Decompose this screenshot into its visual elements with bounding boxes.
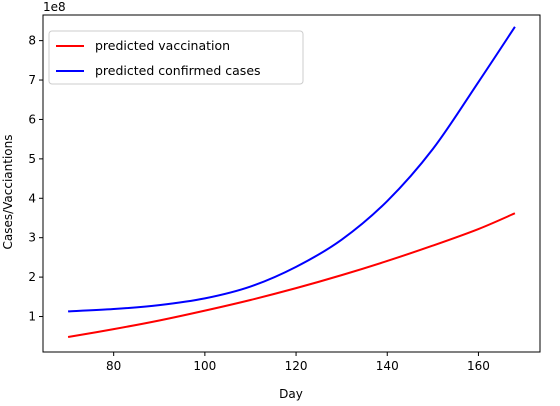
y-tick-label: 3 bbox=[28, 231, 36, 245]
x-axis: 80 100 120 140 160 bbox=[106, 352, 490, 373]
series-layer bbox=[67, 26, 516, 339]
y-tick-label: 4 bbox=[28, 191, 36, 205]
legend-label-predicted-vaccination: predicted vaccination bbox=[95, 38, 230, 53]
y-tick-label: 5 bbox=[28, 152, 36, 166]
series-line-predicted-vaccination bbox=[67, 212, 516, 339]
x-axis-label: Day bbox=[279, 387, 303, 401]
x-tick-label: 100 bbox=[193, 359, 216, 373]
legend-box bbox=[48, 30, 304, 85]
y-axis: 1 2 3 4 5 6 7 8 bbox=[28, 34, 43, 324]
y-scale-label: 1e8 bbox=[43, 0, 66, 14]
y-axis-label: Cases/Vacciantions bbox=[1, 134, 15, 249]
series-line-predicted-confirmed-cases bbox=[68, 26, 516, 313]
legend: predicted vaccination predicted confirme… bbox=[48, 30, 304, 85]
x-tick-label: 80 bbox=[106, 359, 121, 373]
x-tick-label: 160 bbox=[467, 359, 490, 373]
y-tick-label: 7 bbox=[28, 73, 36, 87]
x-tick-label: 140 bbox=[376, 359, 399, 373]
plot-frame bbox=[42, 14, 541, 353]
x-tick-label: 120 bbox=[285, 359, 308, 373]
y-tick-label: 2 bbox=[28, 270, 36, 284]
legend-label-predicted-confirmed-cases: predicted confirmed cases bbox=[95, 63, 261, 78]
y-tick-label: 6 bbox=[28, 112, 36, 126]
y-tick-label: 1 bbox=[28, 310, 36, 324]
y-tick-label: 8 bbox=[28, 34, 36, 48]
